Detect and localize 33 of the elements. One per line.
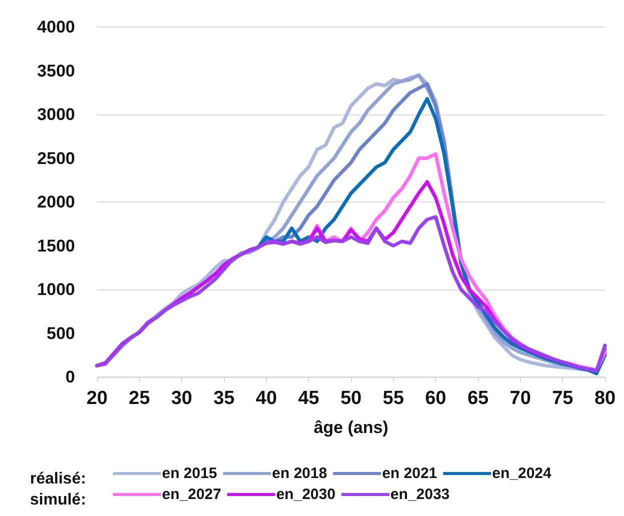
y-tick-label: 1000: [37, 280, 75, 299]
x-tick-label: 45: [298, 388, 320, 409]
y-tick-label: 2000: [37, 192, 75, 212]
x-tick-label: 60: [425, 388, 446, 409]
y-tick-label: 1500: [37, 236, 75, 256]
x-tick-label: 25: [128, 388, 150, 409]
legend-label: en_2027: [162, 486, 222, 503]
legend-label: en 2015: [162, 465, 218, 482]
legend-label: en_2024: [492, 465, 552, 482]
x-tick-label: 55: [382, 388, 404, 409]
x-tick-label: 80: [594, 388, 616, 409]
y-tick-label: 0: [66, 368, 75, 386]
x-tick-label: 70: [510, 388, 531, 409]
legend-label: en 2018: [272, 465, 328, 482]
legend-label: en_2030: [276, 486, 336, 503]
x-axis-title: âge (ans): [314, 418, 388, 437]
y-tick-label: 2500: [37, 148, 75, 168]
legend-label: en 2021: [382, 465, 438, 482]
y-tick-label: 3500: [37, 61, 75, 80]
x-tick-label: 50: [340, 388, 362, 409]
y-tick-label: 4000: [37, 18, 75, 36]
x-tick-label: 30: [171, 388, 192, 409]
x-tick-label: 65: [467, 388, 489, 409]
text: simulé:: [30, 492, 86, 508]
y-tick-label: 3000: [37, 105, 75, 124]
x-tick-label: 75: [552, 388, 574, 409]
x-tick-label: 20: [86, 388, 108, 409]
y-tick-label: 500: [46, 324, 75, 343]
text: réalisé:: [30, 470, 86, 488]
line-series: [95, 215, 607, 373]
x-tick-label: 35: [213, 388, 235, 409]
x-tick-label: 40: [256, 388, 277, 409]
legend-label: en_2033: [390, 486, 450, 503]
